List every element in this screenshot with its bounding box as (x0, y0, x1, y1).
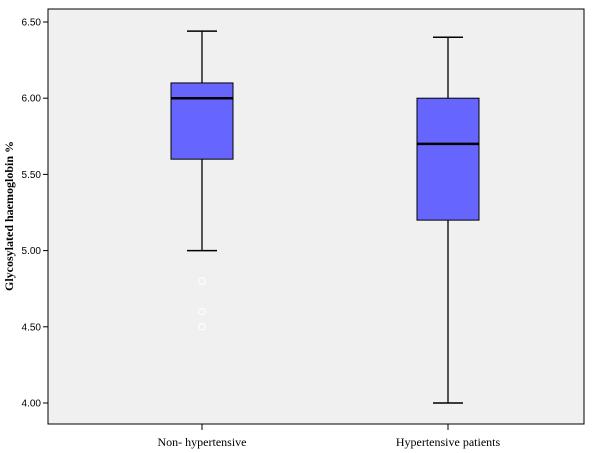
y-tick-label: 5.00 (22, 246, 42, 257)
plot-area (47, 8, 585, 425)
iqr-box (170, 82, 234, 160)
x-category-label: Non- hypertensive (158, 435, 247, 449)
y-tick-label: 4.00 (22, 399, 42, 410)
y-tick-label: 6.50 (22, 18, 42, 29)
y-tick-label: 5.50 (22, 170, 42, 181)
iqr-box (416, 97, 480, 221)
outlier-point (198, 323, 206, 331)
y-tick-label: 4.50 (22, 322, 42, 333)
x-axis: Non- hypertensive Hypertensive patients (158, 424, 501, 449)
outlier-point (198, 307, 206, 316)
y-axis: 4.00 4.50 5.00 5.50 6.00 6.50 (22, 18, 48, 410)
y-axis-title: Glycosylated haemoglobin % (2, 141, 16, 291)
x-category-label: Hypertensive patients (396, 435, 501, 449)
outlier-point (198, 277, 206, 285)
y-tick-label: 6.00 (22, 94, 42, 105)
boxes-group (170, 30, 480, 404)
